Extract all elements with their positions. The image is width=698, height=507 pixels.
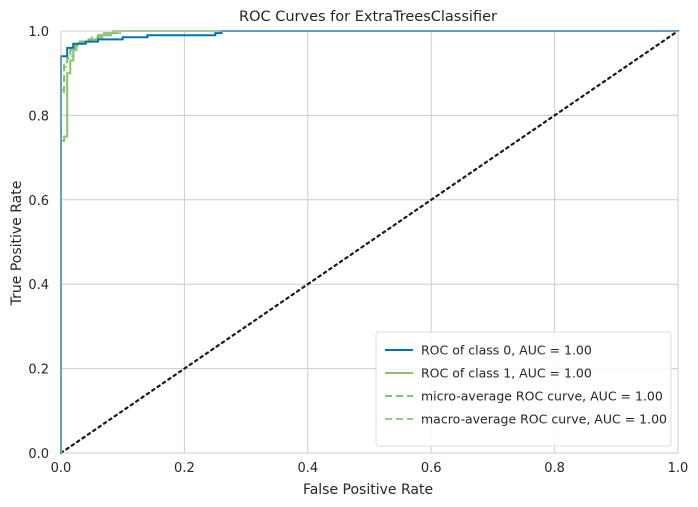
- legend-entry-label: macro-average ROC curve, AUC = 1.00: [421, 412, 667, 427]
- y-tick-label: 0.8: [28, 109, 49, 124]
- y-tick-label: 0.0: [28, 447, 49, 462]
- x-tick-labels: 0.0 0.2 0.4 0.6 0.8 1.0: [51, 461, 689, 476]
- grid-lines: [60, 30, 679, 454]
- series-lines: [59, 29, 680, 455]
- legend-entry-label: micro-average ROC curve, AUC = 1.00: [421, 389, 663, 404]
- x-tick-label: 0.0: [51, 461, 72, 476]
- x-tick-label: 0.4: [297, 461, 318, 476]
- y-tick-label: 1.0: [28, 25, 49, 40]
- y-tick-labels: 0.0 0.2 0.4 0.6 0.8 1.0: [28, 25, 49, 462]
- legend-entry-label: ROC of class 1, AUC = 1.00: [421, 366, 592, 381]
- chance-diagonal-line: [59, 29, 680, 455]
- chart-title: ROC Curves for ExtraTreesClassifier: [239, 9, 497, 25]
- roc-series-line-0: [60, 30, 678, 453]
- x-tick-label: 1.0: [668, 461, 689, 476]
- legend-entry-label: ROC of class 0, AUC = 1.00: [421, 343, 592, 358]
- y-tick-label: 0.4: [28, 278, 49, 293]
- x-axis-label: False Positive Rate: [303, 482, 433, 498]
- y-tick-label: 0.2: [28, 363, 49, 378]
- plot-frame: [60, 30, 679, 454]
- x-tick-label: 0.2: [174, 461, 195, 476]
- x-tick-label: 0.8: [544, 461, 565, 476]
- legend-box: [375, 331, 672, 447]
- y-axis-label: True Positive Rate: [9, 181, 25, 307]
- x-tick-label: 0.6: [421, 461, 442, 476]
- y-tick-label: 0.6: [28, 194, 49, 209]
- legend: ROC of class 0, AUC = 1.00 ROC of class 1…: [375, 331, 672, 447]
